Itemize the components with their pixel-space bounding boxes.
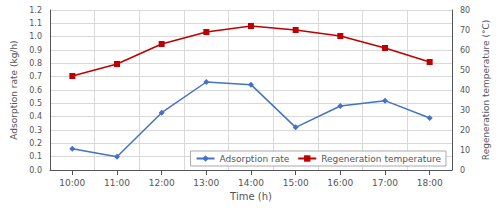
svg-text:10:00: 10:00 <box>59 178 85 188</box>
svg-text:0.4: 0.4 <box>29 112 42 121</box>
svg-text:80: 80 <box>460 6 470 15</box>
svg-text:14:00: 14:00 <box>238 178 264 188</box>
svg-text:Adsorption rate: Adsorption rate <box>220 154 290 164</box>
svg-text:40: 40 <box>460 86 470 95</box>
svg-text:0.9: 0.9 <box>29 46 42 55</box>
svg-text:17:00: 17:00 <box>372 178 398 188</box>
svg-text:Adsorption rate (kg/h): Adsorption rate (kg/h) <box>9 40 19 139</box>
svg-text:0.8: 0.8 <box>29 59 42 68</box>
svg-text:1.1: 1.1 <box>29 19 42 28</box>
svg-text:15:00: 15:00 <box>283 178 309 188</box>
svg-text:0.2: 0.2 <box>29 139 42 148</box>
svg-text:0.7: 0.7 <box>29 72 42 81</box>
svg-text:0.3: 0.3 <box>29 126 42 135</box>
svg-text:0.0: 0.0 <box>29 166 42 175</box>
svg-text:18:00: 18:00 <box>417 178 443 188</box>
svg-text:Time (h): Time (h) <box>229 191 272 202</box>
svg-text:12:00: 12:00 <box>149 178 175 188</box>
svg-text:0.6: 0.6 <box>29 86 42 95</box>
svg-text:Regeneration temperature (°C): Regeneration temperature (°C) <box>481 20 491 160</box>
svg-text:60: 60 <box>460 46 470 55</box>
svg-text:50: 50 <box>460 66 470 75</box>
svg-text:20: 20 <box>460 126 470 135</box>
svg-text:13:00: 13:00 <box>193 178 219 188</box>
svg-text:1.0: 1.0 <box>29 32 42 41</box>
svg-text:11:00: 11:00 <box>104 178 130 188</box>
svg-text:1.2: 1.2 <box>29 6 42 15</box>
svg-text:0.1: 0.1 <box>29 152 42 161</box>
svg-text:0: 0 <box>460 166 465 175</box>
svg-text:16:00: 16:00 <box>327 178 353 188</box>
svg-text:10: 10 <box>460 146 470 155</box>
svg-text:70: 70 <box>460 26 470 35</box>
svg-text:30: 30 <box>460 106 470 115</box>
svg-text:Regeneration temperature: Regeneration temperature <box>321 154 441 164</box>
svg-text:0.5: 0.5 <box>29 99 42 108</box>
